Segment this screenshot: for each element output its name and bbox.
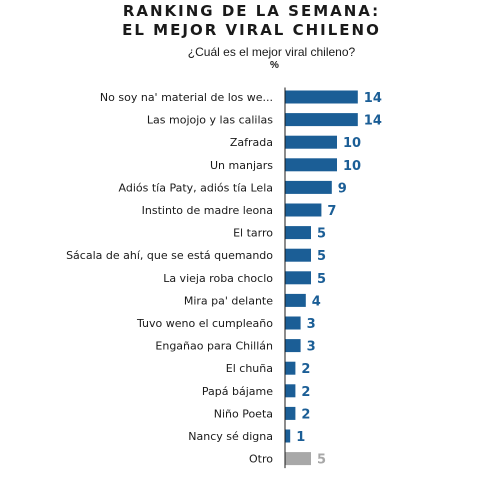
bar <box>285 384 296 398</box>
category-label: Adiós tía Paty, adiós tía Lela <box>119 181 273 194</box>
bar <box>285 406 296 420</box>
category-label: Zafrada <box>230 136 273 149</box>
category-label: Otro <box>249 453 273 466</box>
category-label: Engañao para Chillán <box>155 340 273 353</box>
bar <box>285 113 358 127</box>
category-label: El chuña <box>226 362 273 375</box>
category-label: Tuvo weno el cumpleaño <box>136 317 273 330</box>
bar-value-label: 2 <box>301 362 310 377</box>
bar-value-label: 10 <box>343 159 361 174</box>
bar <box>285 452 311 466</box>
bar <box>285 135 337 149</box>
bar <box>285 158 337 172</box>
bar <box>285 226 311 240</box>
category-label: Instinto de madre leona <box>142 204 273 217</box>
category-label: Nancy sé digna <box>188 430 273 443</box>
bar-value-label: 5 <box>317 227 326 242</box>
bar-value-label: 9 <box>338 181 347 196</box>
bar <box>285 271 311 285</box>
bar <box>285 339 301 353</box>
category-label: Mira pa' delante <box>184 294 273 307</box>
bar <box>285 90 358 104</box>
chart-title-line-2: EL MEJOR VIRAL CHILENO <box>122 21 381 39</box>
bar-value-label: 7 <box>327 204 336 219</box>
category-label: El tarro <box>233 227 273 240</box>
category-label: No soy na' material de los we... <box>100 91 273 104</box>
bar <box>285 316 301 330</box>
chart-unit-label: % <box>270 60 279 71</box>
category-label: Las mojojo y las calilas <box>147 114 273 127</box>
chart-subtitle: ¿Cuál es el mejor viral chileno? <box>187 45 356 59</box>
bar <box>285 429 291 443</box>
bar <box>285 180 332 194</box>
bar-value-label: 3 <box>307 340 316 355</box>
bar <box>285 293 306 307</box>
bar-value-label: 2 <box>301 385 310 400</box>
bar-value-label: 5 <box>317 272 326 287</box>
bar <box>285 248 311 262</box>
category-label: Sácala de ahí, que se está quemando <box>66 249 273 262</box>
category-label: Un manjars <box>210 159 273 172</box>
bar-value-label: 10 <box>343 136 361 151</box>
bar-value-label: 14 <box>364 91 382 106</box>
bar <box>285 361 296 375</box>
bar-value-label: 5 <box>317 453 326 468</box>
category-label: Papá bájame <box>202 385 273 398</box>
bar-value-label: 2 <box>301 407 310 422</box>
category-label: Niño Poeta <box>214 407 273 420</box>
category-label: La vieja roba choclo <box>163 272 273 285</box>
bar-value-label: 5 <box>317 249 326 264</box>
bar-value-label: 4 <box>312 294 321 309</box>
bar-value-label: 1 <box>296 430 305 445</box>
bar-value-label: 3 <box>307 317 316 332</box>
chart-title-line-1: RANKING DE LA SEMANA: <box>122 2 381 20</box>
bar-value-label: 14 <box>364 114 382 129</box>
bar <box>285 203 322 217</box>
